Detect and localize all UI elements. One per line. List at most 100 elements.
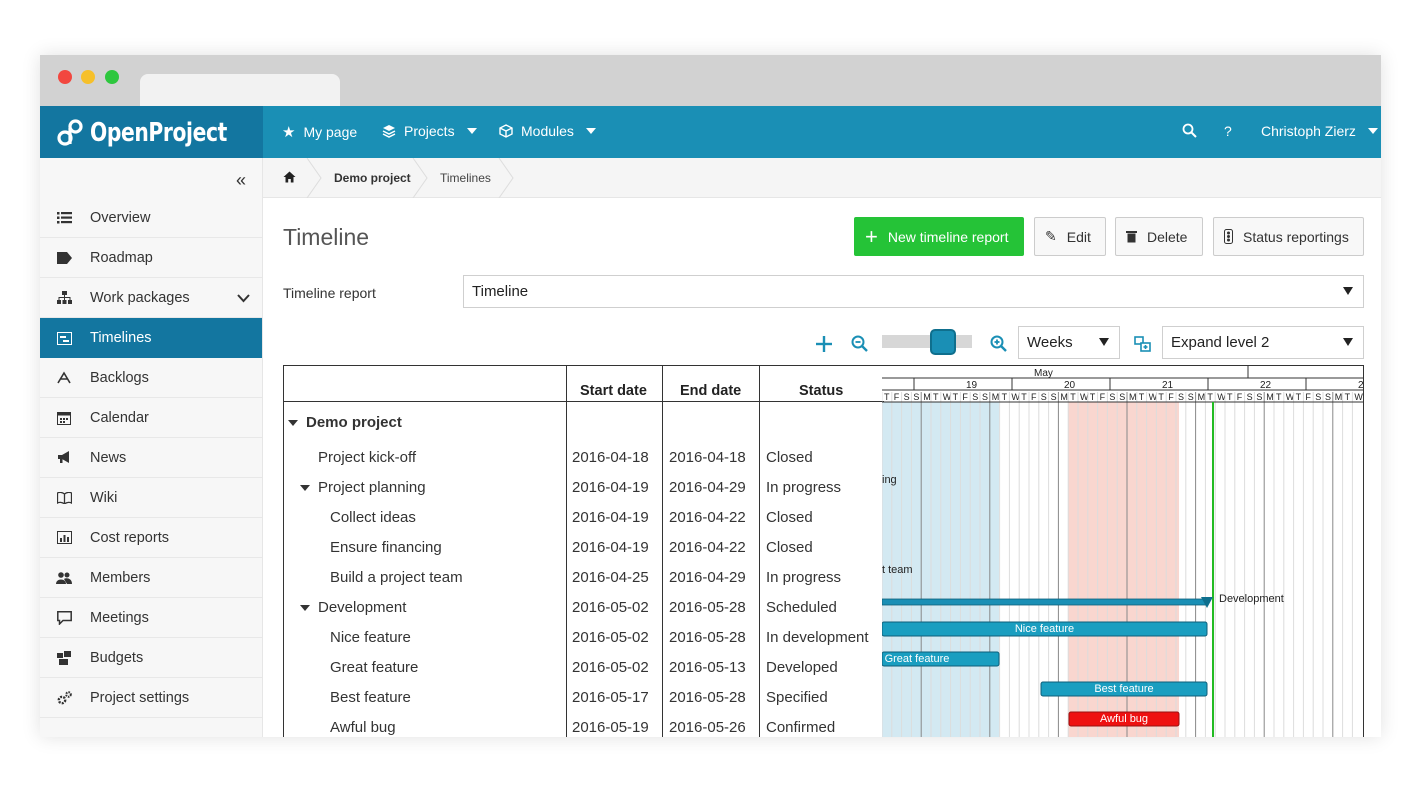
chevron-down-icon xyxy=(466,128,477,134)
header-end-date[interactable]: End date xyxy=(680,383,742,399)
table-row[interactable]: Ensure financing 2016-04-19 2016-04-22 Clos… xyxy=(284,533,884,563)
gantt-day-label: W xyxy=(1149,392,1158,402)
breadcrumb-demo-project[interactable]: Demo project xyxy=(334,171,411,185)
delete-button[interactable]: Delete xyxy=(1115,217,1203,256)
gantt-bar-awful-bug xyxy=(1068,711,1180,727)
sidebar-item-label: Cost reports xyxy=(90,529,169,546)
timeline-report-select[interactable]: Timeline xyxy=(463,275,1364,308)
row-name[interactable]: Awful bug xyxy=(330,719,396,736)
help-button[interactable]: ? xyxy=(1224,123,1232,139)
collapse-triangle-icon[interactable] xyxy=(300,485,310,491)
table-row[interactable]: Project kick-off 2016-04-18 2016-04-18 Clos… xyxy=(284,443,884,473)
sidebar-item-project-settings[interactable]: Project settings xyxy=(40,678,262,718)
search-button[interactable] xyxy=(1182,123,1197,138)
add-icon[interactable] xyxy=(815,335,833,353)
row-name[interactable]: Demo project xyxy=(306,414,402,431)
row-status: Closed xyxy=(766,509,813,526)
row-name[interactable]: Project planning xyxy=(318,479,426,496)
table-row[interactable]: Project planning 2016-04-19 2016-04-29 In p… xyxy=(284,473,884,503)
browser-tab[interactable] xyxy=(140,74,340,106)
table-row[interactable]: Nice feature 2016-05-02 2016-05-28 In devel… xyxy=(284,623,884,653)
table-row[interactable]: Best feature 2016-05-17 2016-05-28 Specifie… xyxy=(284,683,884,713)
hierarchy-icon xyxy=(40,290,90,305)
row-end: 2016-05-13 xyxy=(669,659,746,676)
maximize-window-icon[interactable] xyxy=(105,70,119,84)
gantt-day-label: T xyxy=(1158,392,1164,402)
status-reportings-button[interactable]: Status reportings xyxy=(1213,217,1364,256)
sidebar-item-news[interactable]: News xyxy=(40,438,262,478)
sidebar-item-label: Overview xyxy=(90,209,151,226)
sidebar-item-backlogs[interactable]: Backlogs xyxy=(40,358,262,398)
table-row[interactable]: Build a project team 2016-04-25 2016-04-29… xyxy=(284,563,884,593)
edit-button[interactable]: ✎ Edit xyxy=(1034,217,1106,256)
new-timeline-report-button[interactable]: + New timeline report xyxy=(854,217,1024,256)
budget-icon xyxy=(40,650,90,665)
breadcrumb-timelines: Timelines xyxy=(440,171,491,185)
row-status: In progress xyxy=(766,479,842,496)
nav-my-page-label: My page xyxy=(303,124,358,140)
table-row[interactable]: Great feature 2016-05-02 2016-05-13 Develop… xyxy=(284,653,884,683)
new-timeline-report-label: New timeline report xyxy=(887,228,1009,245)
zoom-slider-track[interactable] xyxy=(882,335,972,348)
zoom-in-icon[interactable] xyxy=(990,335,1008,353)
gantt-bar-development xyxy=(882,598,1208,606)
collapse-sidebar-button[interactable]: « xyxy=(236,170,247,190)
sidebar-item-label: Work packages xyxy=(90,289,190,306)
gantt-day-label: F xyxy=(1168,392,1174,402)
sidebar-item-timelines[interactable]: Timelines xyxy=(40,318,262,358)
sidebar-item-overview[interactable]: Overview xyxy=(40,198,262,238)
scale-select[interactable]: Weeks xyxy=(1018,326,1120,359)
row-name[interactable]: Best feature xyxy=(330,689,411,706)
header-status[interactable]: Status xyxy=(799,383,844,399)
sidebar-item-meetings[interactable]: Meetings xyxy=(40,598,262,638)
gantt-day-label: S xyxy=(1041,392,1047,402)
header-start-date[interactable]: Start date xyxy=(580,383,647,399)
gantt-day-label: W xyxy=(1011,392,1020,402)
gantt-day-label: S xyxy=(1247,392,1253,402)
table-row[interactable]: Awful bug 2016-05-19 2016-05-26 Confirmed xyxy=(284,713,884,737)
row-name[interactable]: Build a project team xyxy=(330,569,463,586)
gantt-day-label: S xyxy=(1315,392,1321,402)
chevron-down-icon[interactable] xyxy=(237,291,250,307)
row-name[interactable]: Great feature xyxy=(330,659,419,676)
sidebar-item-roadmap[interactable]: Roadmap xyxy=(40,238,262,278)
table-row[interactable]: Collect ideas 2016-04-19 2016-04-22 Closed xyxy=(284,503,884,533)
sidebar-item-work-packages[interactable]: Work packages xyxy=(40,278,262,318)
close-window-icon[interactable] xyxy=(58,70,72,84)
minimize-window-icon[interactable] xyxy=(81,70,95,84)
outline-expand-icon[interactable] xyxy=(1134,336,1152,353)
home-icon[interactable] xyxy=(283,171,296,183)
collapse-triangle-icon[interactable] xyxy=(288,420,298,426)
row-start: 2016-04-19 xyxy=(572,539,649,556)
logo[interactable]: OpenProject xyxy=(40,106,263,158)
gantt-day-label: F xyxy=(894,392,900,402)
nav-projects-label: Projects xyxy=(404,123,455,139)
top-navigation: OpenProject ★ My page Projects Modules ?… xyxy=(40,106,1381,158)
nav-projects[interactable]: Projects xyxy=(382,123,477,139)
row-name[interactable]: Development xyxy=(318,599,407,616)
nav-modules[interactable]: Modules xyxy=(499,123,596,139)
expand-level-select[interactable]: Expand level 2 xyxy=(1162,326,1364,359)
user-menu[interactable]: Christoph Zierz xyxy=(1261,123,1378,139)
sidebar-item-members[interactable]: Members xyxy=(40,558,262,598)
zoom-out-icon[interactable] xyxy=(851,335,869,353)
row-name[interactable]: Project kick-off xyxy=(318,449,417,466)
collapse-triangle-icon[interactable] xyxy=(300,605,310,611)
gantt-day-label: W xyxy=(1217,392,1226,402)
row-name[interactable]: Ensure financing xyxy=(330,539,442,556)
breadcrumb-separator xyxy=(412,158,428,198)
sidebar-item-calendar[interactable]: Calendar xyxy=(40,398,262,438)
table-row[interactable]: Development 2016-05-02 2016-05-28 Scheduled xyxy=(284,593,884,623)
sidebar-item-cost-reports[interactable]: Cost reports xyxy=(40,518,262,558)
gantt-day-label: S xyxy=(1109,392,1115,402)
cost-report-icon xyxy=(40,531,90,544)
sidebar-item-wiki[interactable]: Wiki xyxy=(40,478,262,518)
table-row[interactable]: Demo project xyxy=(284,408,884,438)
row-name[interactable]: Collect ideas xyxy=(330,509,416,526)
nav-my-page[interactable]: ★ My page xyxy=(282,123,357,141)
gantt-day-label: S xyxy=(1119,392,1125,402)
row-name[interactable]: Nice feature xyxy=(330,629,411,646)
zoom-slider-handle[interactable] xyxy=(930,329,956,355)
sidebar-item-budgets[interactable]: Budgets xyxy=(40,638,262,678)
